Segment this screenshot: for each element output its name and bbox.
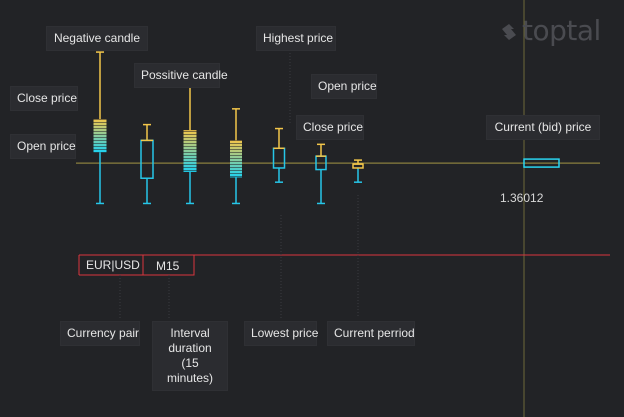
candle-2-positive — [140, 123, 154, 205]
currency-pair-value: EUR|USD — [86, 258, 140, 272]
current-bid-readout: 1.36012 — [500, 191, 544, 205]
candle-5-positive — [272, 127, 286, 183]
label-currency-pair: Currency pair — [60, 321, 140, 346]
label-open-price-left: Open price — [10, 134, 76, 159]
label-current-bid-price: Current (bid) price — [486, 115, 600, 140]
interval-duration-line2: duration — [168, 341, 212, 355]
toptal-mark-icon — [502, 24, 516, 40]
label-positive-candle: Possitive candle — [134, 63, 228, 88]
current-bid-marker — [523, 158, 560, 168]
interval-duration-line3: (15 minutes) — [166, 356, 213, 385]
candle-1-negative — [93, 51, 107, 205]
label-negative-candle: Negative candle — [46, 26, 148, 51]
candle-7-current — [352, 159, 364, 183]
label-close-price-left: Close price — [10, 86, 78, 111]
interval-value: M15 — [156, 259, 180, 273]
label-lowest-price: Lowest price — [244, 321, 318, 346]
candle-body — [272, 147, 286, 169]
label-current-period: Current perriod — [327, 321, 415, 346]
candle-body — [140, 139, 154, 179]
interval-duration-line1: Interval — [170, 326, 210, 340]
logo-text: toptal — [522, 14, 601, 47]
candle-body-stripes — [183, 130, 197, 172]
candle-body-stripes — [230, 140, 242, 178]
label-open-price-right: Open price — [311, 74, 377, 99]
candle-4-negative — [230, 108, 242, 205]
candle-body-stripes — [93, 119, 107, 153]
toptal-logo: toptal — [500, 14, 601, 47]
candle-6-positive — [315, 143, 327, 205]
label-highest-price: Highest price — [256, 26, 336, 51]
candles-group — [93, 51, 364, 205]
label-close-price-right: Close price — [296, 115, 364, 140]
label-interval-duration: Interval duration (15 minutes) — [152, 321, 228, 391]
